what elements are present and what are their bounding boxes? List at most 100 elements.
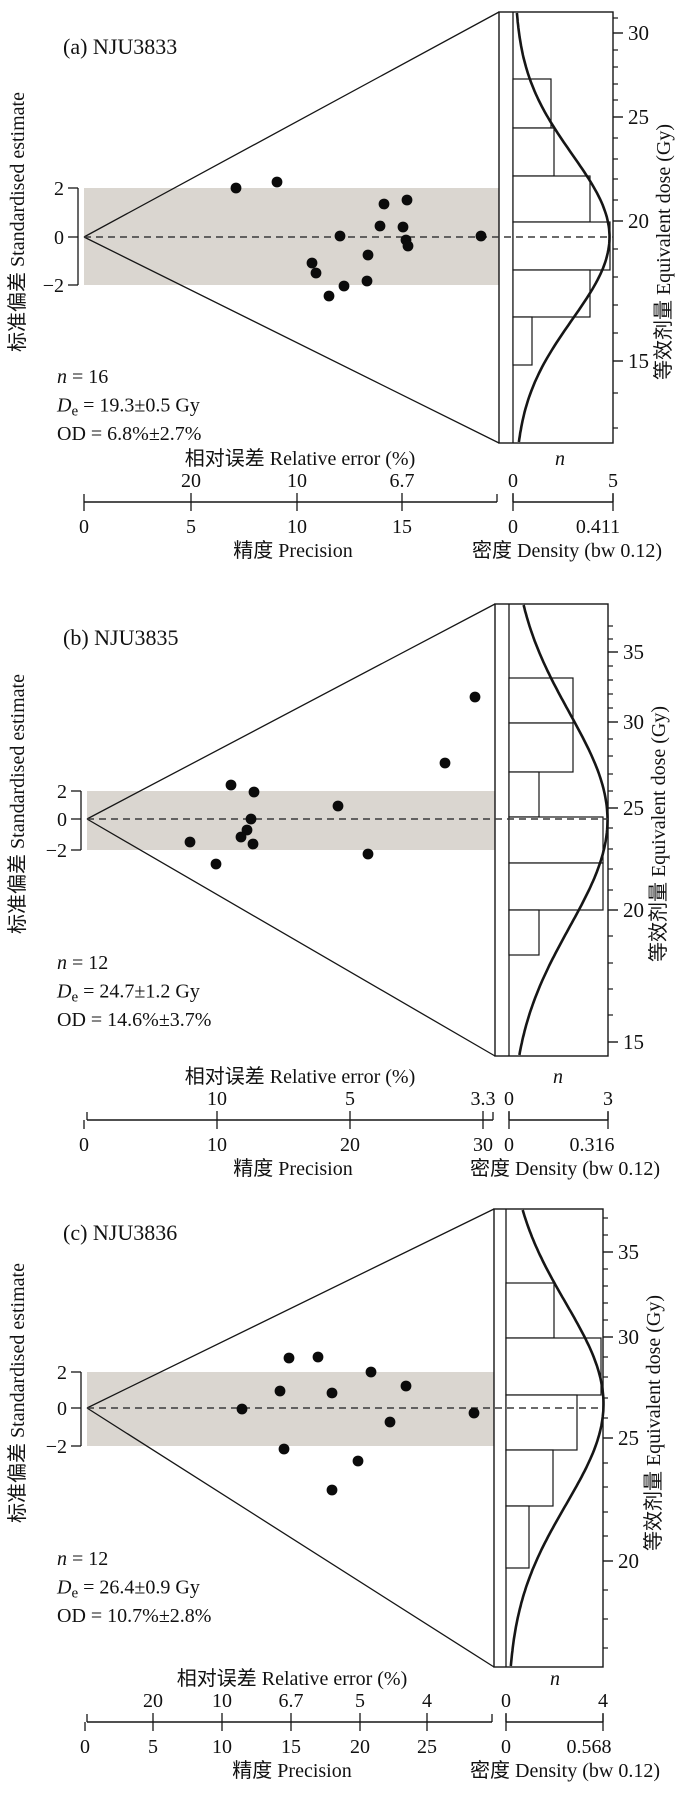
data-point xyxy=(332,800,344,812)
data-point xyxy=(468,1407,480,1419)
relative-error-tick-label: 3.3 xyxy=(471,1088,496,1110)
data-point xyxy=(401,194,413,206)
stats-segment: OD = 10.7%±2.8% xyxy=(57,1605,211,1627)
data-point xyxy=(362,249,374,261)
density-axis-title: 密度 Density (bw 0.12) xyxy=(470,1759,660,1782)
data-point xyxy=(402,240,414,252)
data-point xyxy=(235,831,247,843)
sigma-tick-label: 2 xyxy=(57,1362,67,1384)
density-axis-title: 密度 Density (bw 0.12) xyxy=(470,1157,660,1180)
stats-segment: D xyxy=(56,1577,72,1599)
data-point xyxy=(326,1387,338,1399)
precision-tick-label: 30 xyxy=(473,1134,493,1156)
sigma-tick-label: 2 xyxy=(57,781,67,803)
sigma-tick-label: 0 xyxy=(54,227,64,249)
relative-error-tick-label: 10 xyxy=(207,1088,227,1110)
data-point xyxy=(210,858,222,870)
data-point xyxy=(397,221,409,233)
histogram-bar xyxy=(508,816,604,864)
histogram-bar xyxy=(512,316,533,366)
n-axis-title: n xyxy=(550,1668,560,1690)
n-axis-tick-label: 0 xyxy=(508,470,518,492)
density-curve xyxy=(515,12,611,443)
precision-tick-label: 25 xyxy=(417,1736,437,1758)
equivalent-dose-axis-label: 等效剂量 Equivalent dose (Gy) xyxy=(647,706,670,962)
dose-tick-label: 35 xyxy=(623,640,644,664)
data-point xyxy=(439,757,451,769)
data-point xyxy=(306,257,318,269)
data-point xyxy=(236,1403,248,1415)
relative-error-axis-title: 相对误差 Relative error (%) xyxy=(185,447,415,470)
stats-line: De = 24.7±1.2 Gy xyxy=(56,981,200,1006)
relative-error-axis-title: 相对误差 Relative error (%) xyxy=(185,1065,415,1088)
data-point xyxy=(334,230,346,242)
data-point xyxy=(384,1416,396,1428)
stats-segment: e xyxy=(71,990,78,1006)
stats-segment: = 19.3±0.5 Gy xyxy=(78,395,200,417)
dose-tick-label: 20 xyxy=(623,898,644,922)
density-curve xyxy=(518,604,609,1056)
histogram-bar xyxy=(512,221,611,271)
n-axis-tick-label: 0 xyxy=(504,1088,514,1110)
precision-axis-title: 精度 Precision xyxy=(233,1157,352,1180)
n-axis-title: n xyxy=(553,1066,563,1088)
sigma-tick-label: 0 xyxy=(57,1398,67,1420)
n-axis-tick-label: 5 xyxy=(608,470,618,492)
dose-tick-label: 20 xyxy=(618,1549,639,1573)
histogram-bar xyxy=(508,862,604,911)
sigma-tick-label: −2 xyxy=(46,1436,67,1458)
dose-tick-label: 35 xyxy=(618,1240,639,1264)
precision-tick-label: 5 xyxy=(148,1736,158,1758)
dose-tick-label: 20 xyxy=(628,209,649,233)
histogram-bar xyxy=(505,1282,555,1339)
histogram-bar xyxy=(512,269,591,318)
density-tick-label: 0 xyxy=(501,1736,511,1758)
data-point xyxy=(469,691,481,703)
stats-segment: = 24.7±1.2 Gy xyxy=(78,981,200,1003)
histogram-bar xyxy=(512,175,591,223)
data-point xyxy=(361,275,373,287)
n-axis-tick-label: 4 xyxy=(598,1690,608,1712)
density-tick-label: 0.316 xyxy=(570,1134,615,1156)
stats-segment: n xyxy=(57,366,67,388)
stats-segment: D xyxy=(56,981,72,1003)
dose-tick-label: 30 xyxy=(618,1325,639,1349)
relative-error-axis-title: 相对误差 Relative error (%) xyxy=(177,1667,407,1690)
histogram-bar xyxy=(505,1505,530,1569)
relative-error-tick-label: 6.7 xyxy=(279,1690,304,1712)
density-tick-label: 0 xyxy=(508,516,518,538)
relative-error-tick-label: 20 xyxy=(181,470,201,492)
equivalent-dose-axis-label: 等效剂量 Equivalent dose (Gy) xyxy=(652,124,675,380)
stats-segment: = 16 xyxy=(67,366,108,388)
precision-tick-label: 15 xyxy=(281,1736,301,1758)
relative-error-tick-label: 6.7 xyxy=(390,470,415,492)
dose-tick-label: 15 xyxy=(623,1030,644,1054)
density-tick-label: 0.568 xyxy=(567,1736,612,1758)
data-point xyxy=(362,848,374,860)
panel-title: (c) NJU3836 xyxy=(63,1220,177,1245)
data-point xyxy=(323,290,335,302)
data-point xyxy=(365,1366,377,1378)
histogram-bar xyxy=(505,1449,554,1507)
standardised-estimate-axis-label: 标准偏差 Standardised estimate xyxy=(6,674,29,934)
dose-tick-label: 15 xyxy=(628,349,649,373)
relative-error-tick-label: 4 xyxy=(422,1690,432,1712)
panel-title: (b) NJU3835 xyxy=(63,625,179,650)
precision-tick-label: 20 xyxy=(340,1134,360,1156)
precision-tick-label: 0 xyxy=(79,516,89,538)
dose-tick-label: 25 xyxy=(618,1426,639,1450)
data-point xyxy=(248,786,260,798)
precision-tick-label: 10 xyxy=(287,516,307,538)
relative-error-tick-label: 10 xyxy=(212,1690,232,1712)
dose-tick-label: 30 xyxy=(623,710,644,734)
sigma-tick-label: −2 xyxy=(43,275,64,297)
data-point xyxy=(338,280,350,292)
density-axis-title: 密度 Density (bw 0.12) xyxy=(472,539,662,562)
fan-edges xyxy=(86,1208,495,1668)
relative-error-tick-label: 10 xyxy=(287,470,307,492)
stats-segment: D xyxy=(56,395,72,417)
precision-tick-label: 10 xyxy=(207,1134,227,1156)
dose-tick-label: 25 xyxy=(628,105,649,129)
